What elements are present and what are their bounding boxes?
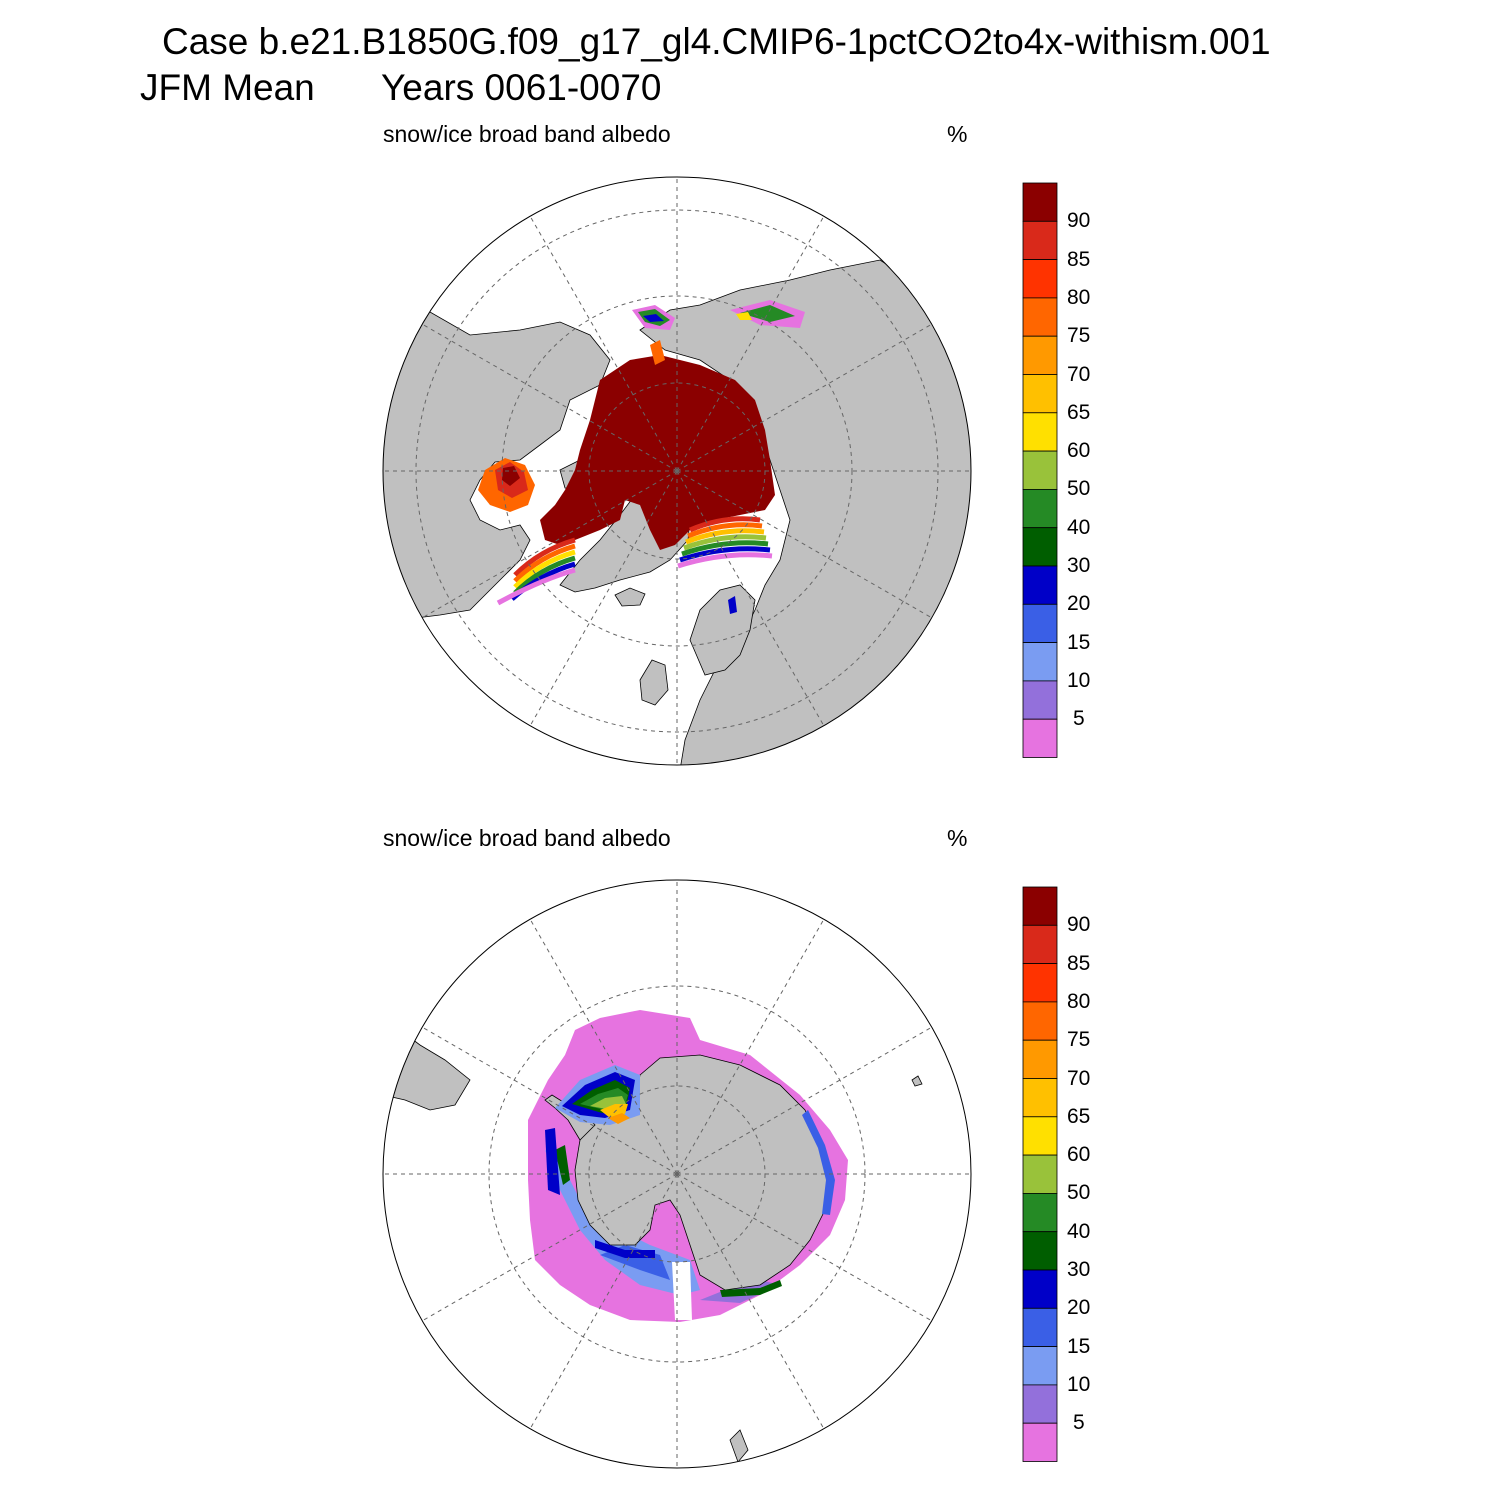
south-colorbar-tick-label: 65 [1067,1104,1091,1128]
south-colorbar-tick-label: 75 [1067,1028,1091,1052]
north-colorbar-swatch [1022,412,1058,452]
north-map-border [382,176,972,766]
north-colorbar-tick-label: 65 [1067,400,1091,424]
north-colorbar-swatch [1022,335,1058,375]
north-colorbar-swatch [1022,718,1058,758]
south-colorbar-swatch [1022,1001,1058,1041]
north-colorbar-tick-label: 60 [1067,439,1091,463]
north-colorbar-tick-label: 50 [1067,477,1091,501]
east-antarctic-coast-ice [802,1110,835,1215]
south-colorbar-tick-label: 80 [1067,989,1091,1013]
north-colorbar-swatch [1022,680,1058,720]
sub-antarctic-island [911,1075,923,1087]
north-panel-title: snow/ice broad band albedo [383,121,671,147]
figure-years-label: Years 0061-0070 [381,67,662,108]
ross-open-water [672,1262,692,1320]
south-colorbar-swatch [1022,924,1058,964]
north-colorbar-swatch [1022,182,1058,222]
south-colorbar-swatch [1022,1231,1058,1271]
new-zealand-tip [729,1429,749,1463]
south-colorbar-tick-label: 70 [1067,1066,1091,1090]
south-colorbar-tick-label: 5 [1073,1411,1085,1435]
weddell-sea-ice [555,1065,640,1125]
south-map-contents [383,880,971,1468]
south-colorbar-swatch [1022,1154,1058,1194]
south-colorbar-tick-label: 85 [1067,951,1091,975]
north-colorbar-tick-label: 90 [1067,209,1091,233]
north-map-contents [383,177,971,765]
british-isles [639,659,669,706]
south-colorbar-tick-label: 30 [1067,1258,1091,1281]
north-colorbar-tick-label: 5 [1073,707,1085,731]
north-colorbar-tick-label: 20 [1067,592,1091,616]
north-colorbar-swatch [1022,374,1058,414]
north-colorbar-tick-label: 30 [1067,554,1091,577]
south-colorbar-tick-label: 50 [1067,1181,1091,1205]
south-colorbar-swatch [1022,1422,1058,1462]
south-colorbar-swatch [1022,1384,1058,1424]
north-colorbar-tick-label: 80 [1067,285,1091,309]
north-colorbar-tick-label: 15 [1067,630,1091,654]
south-colorbar-tick-label: 90 [1067,913,1091,937]
south-colorbar-tick-label: 40 [1067,1219,1091,1243]
north-colorbar-tick-label: 70 [1067,362,1091,386]
north-pacific-ice [632,300,805,365]
north-colorbar-swatch [1022,259,1058,299]
north-marginal-ice-west [496,537,576,606]
north-graticule [383,177,971,765]
north-colorbar-swatch [1022,565,1058,605]
south-colorbar [1022,886,1058,1462]
iceland [614,587,646,607]
east-coast-ice [720,1280,782,1297]
north-colorbar-tick-label: 40 [1067,515,1091,539]
north-colorbar-swatch [1022,603,1058,643]
north-marginal-ice-east [677,516,773,569]
north-colorbar-swatch [1022,450,1058,490]
south-colorbar-tick-label: 20 [1067,1296,1091,1320]
south-colorbar-tick-label: 15 [1067,1334,1091,1358]
south-colorbar-tick-label: 60 [1067,1143,1091,1167]
south-panel-title: snow/ice broad band albedo [383,825,671,851]
south-colorbar-swatch [1022,1039,1058,1079]
north-colorbar-swatch [1022,297,1058,337]
north-america-landmass [383,299,611,621]
north-colorbar-tick-label: 10 [1067,668,1091,692]
south-colorbar-swatch [1022,1346,1058,1386]
north-colorbar-swatch [1022,488,1058,529]
south-colorbar-swatch [1022,1269,1058,1309]
north-colorbar-swatch [1022,642,1058,682]
north-polar-map [382,176,972,766]
north-colorbar-tick-label: 75 [1067,324,1091,348]
figure-season-label: JFM Mean [140,67,315,108]
south-graticule [383,880,971,1468]
south-colorbar-swatch [1022,886,1058,926]
peninsula-west-ice [555,1145,570,1185]
north-panel-units: % [947,121,968,147]
north-colorbar-swatch [1022,220,1058,261]
figure-case-title: Case b.e21.B1850G.f09_g17_gl4.CMIP6-1pct… [162,21,1271,62]
south-colorbar-swatch [1022,1078,1058,1118]
south-colorbar-tick-label: 10 [1067,1372,1091,1396]
baltic-ice [728,596,737,614]
south-colorbar-swatch [1022,1116,1058,1156]
south-polar-map [382,879,972,1469]
south-panel-units: % [947,825,968,851]
south-map-border [382,879,972,1469]
south-colorbar-swatch [1022,1307,1058,1348]
north-colorbar-tick-label: 85 [1067,247,1091,271]
scandinavia-landmass [689,584,756,676]
north-colorbar [1022,182,1058,758]
south-colorbar-swatch [1022,1193,1058,1233]
peninsula-west-ice-blue [545,1128,560,1195]
south-colorbar-swatch [1022,963,1058,1003]
north-ice-pack-90 [540,355,775,550]
north-colorbar-swatch [1022,527,1058,567]
